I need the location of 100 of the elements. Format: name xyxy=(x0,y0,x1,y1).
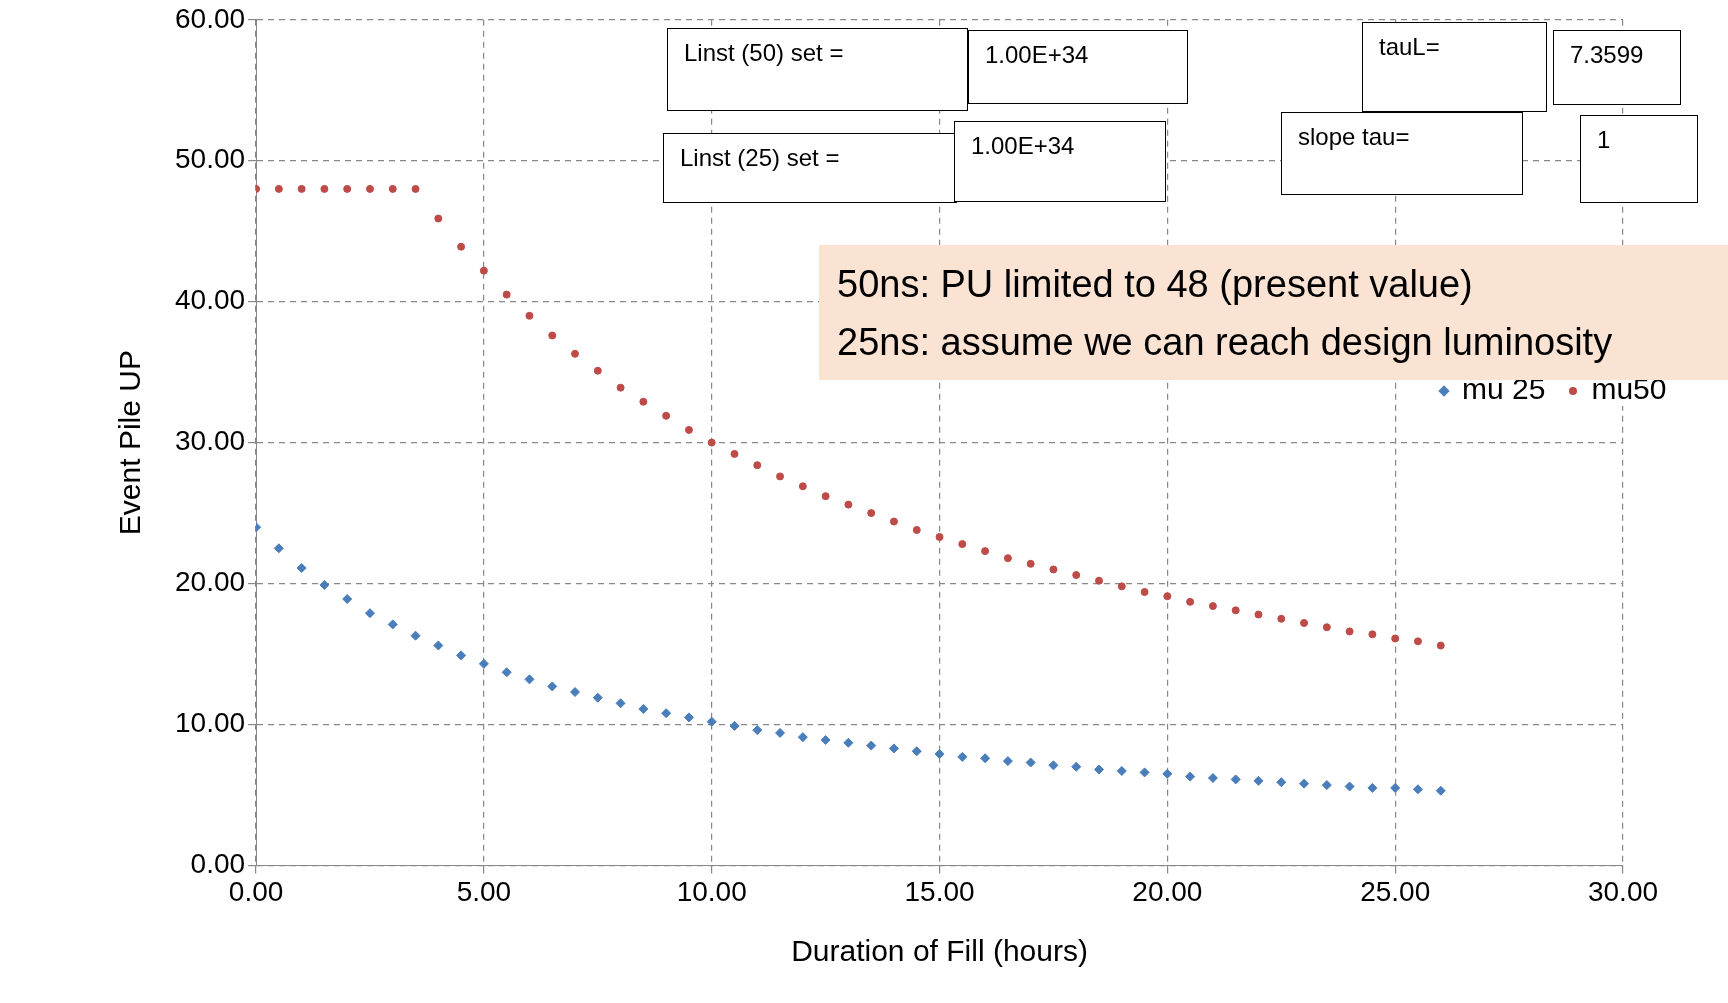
text-box: 1.00E+34 xyxy=(968,30,1188,104)
point xyxy=(364,608,375,619)
annotation: 50ns: PU limited to 48 (present value) xyxy=(837,262,1474,307)
y-axis-title: Event Pile UP xyxy=(113,350,147,536)
point xyxy=(1412,784,1423,795)
point xyxy=(935,533,944,542)
point xyxy=(501,667,512,678)
point xyxy=(320,184,329,193)
point xyxy=(1072,571,1081,580)
point xyxy=(1049,565,1058,574)
point xyxy=(1140,587,1149,596)
note-box: 50ns: PU limited to 48 (present value) 25ns: assume we can reach design luminosity xyxy=(819,245,1728,380)
point xyxy=(592,692,603,703)
point xyxy=(1025,757,1036,768)
point xyxy=(797,732,808,743)
point xyxy=(934,749,945,760)
point xyxy=(1254,610,1263,619)
text-box: 7.3599 xyxy=(1553,30,1681,105)
point xyxy=(867,509,876,518)
point xyxy=(388,184,397,193)
point xyxy=(1276,777,1287,788)
point xyxy=(1186,597,1195,606)
point xyxy=(888,743,899,754)
point xyxy=(776,472,785,481)
point xyxy=(1002,756,1013,767)
x-tick-label: 5.00 xyxy=(456,875,512,907)
point xyxy=(639,397,648,406)
point xyxy=(957,751,968,762)
point xyxy=(684,425,693,434)
y-tick-label: 40.00 xyxy=(174,284,246,316)
point xyxy=(1435,785,1446,796)
x-tick-label: 15.00 xyxy=(904,875,975,907)
point xyxy=(843,737,854,748)
point xyxy=(525,311,534,320)
point xyxy=(981,547,990,556)
point xyxy=(434,214,443,223)
point xyxy=(1277,614,1286,623)
point xyxy=(1230,774,1241,785)
text-box: Linst (25) set = xyxy=(663,133,957,203)
point xyxy=(1094,764,1105,775)
point xyxy=(752,725,763,736)
point xyxy=(1300,619,1309,627)
point xyxy=(1322,623,1331,632)
point xyxy=(821,492,830,501)
point xyxy=(1436,641,1445,650)
point xyxy=(1390,782,1401,793)
point xyxy=(1345,627,1354,636)
point xyxy=(753,461,762,470)
point xyxy=(1139,767,1150,778)
text-box: slope tau= xyxy=(1281,112,1523,195)
point xyxy=(707,438,716,447)
point xyxy=(410,630,421,641)
x-tick-label: 20.00 xyxy=(1132,875,1203,907)
point xyxy=(820,734,831,745)
text-box: Linst (50) set = xyxy=(667,28,968,111)
point xyxy=(411,184,420,193)
point xyxy=(570,687,581,698)
point xyxy=(365,184,374,193)
y-tick-label: 30.00 xyxy=(174,425,246,457)
point xyxy=(1367,782,1378,793)
point xyxy=(616,383,625,392)
point xyxy=(548,331,557,340)
point xyxy=(911,746,922,757)
point xyxy=(729,720,740,731)
point xyxy=(1368,630,1377,639)
point xyxy=(638,703,649,714)
point xyxy=(547,681,558,692)
point xyxy=(478,658,489,669)
point xyxy=(387,619,398,630)
point xyxy=(479,266,488,275)
point xyxy=(1071,761,1082,772)
point xyxy=(1003,554,1012,563)
point xyxy=(775,727,786,738)
point xyxy=(683,712,694,723)
y-tick-label: 60.00 xyxy=(174,2,246,34)
y-tick-label: 50.00 xyxy=(174,143,246,175)
point xyxy=(571,349,580,358)
x-tick-label: 25.00 xyxy=(1360,875,1431,907)
point xyxy=(1162,768,1173,779)
point xyxy=(1321,780,1332,791)
x-tick-label: 10.00 xyxy=(676,875,747,907)
point xyxy=(433,640,444,651)
point xyxy=(615,698,626,709)
point xyxy=(456,650,467,661)
point xyxy=(1117,582,1126,591)
point xyxy=(593,366,602,375)
point xyxy=(1026,559,1035,568)
point xyxy=(1207,773,1218,784)
point xyxy=(706,716,717,727)
point xyxy=(296,563,307,574)
point xyxy=(958,540,967,549)
point xyxy=(844,500,853,509)
point xyxy=(661,708,672,719)
point xyxy=(1048,760,1059,771)
x-axis-title: Duration of Fill (hours) xyxy=(791,934,1088,968)
point xyxy=(1253,775,1264,786)
x-tick-label: 30.00 xyxy=(1587,875,1659,907)
point xyxy=(730,449,739,458)
text-box: tauL= xyxy=(1362,22,1547,112)
point xyxy=(1231,606,1240,615)
